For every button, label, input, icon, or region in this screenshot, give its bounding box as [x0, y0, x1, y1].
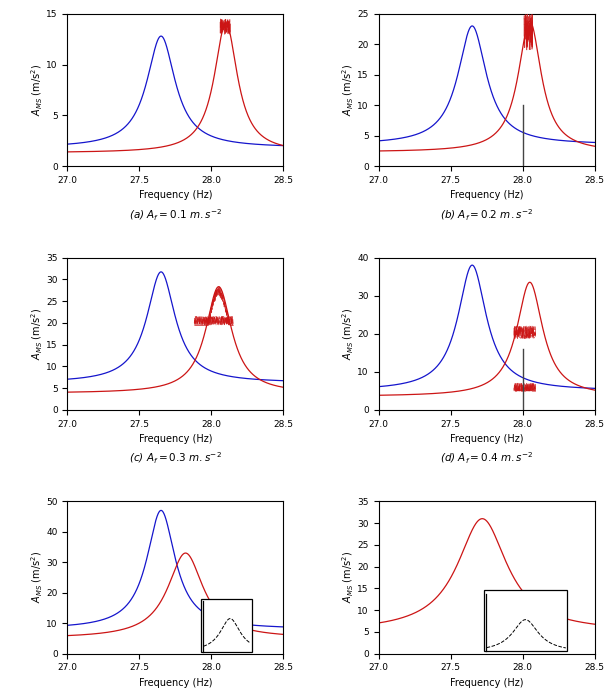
Title: (c) $A_f = 0.3\ m.s^{-2}$: (c) $A_f = 0.3\ m.s^{-2}$ [129, 451, 222, 466]
Y-axis label: $A_{MS}$ (m/s$^2$): $A_{MS}$ (m/s$^2$) [341, 308, 356, 360]
Y-axis label: $A_{MS}$ (m/s$^2$): $A_{MS}$ (m/s$^2$) [341, 551, 356, 603]
X-axis label: Frequency (Hz): Frequency (Hz) [450, 434, 524, 444]
Bar [202, 599, 252, 652]
Title: (b) $A_f = 0.2\ m.s^{-2}$: (b) $A_f = 0.2\ m.s^{-2}$ [440, 207, 533, 222]
Title: (a) $A_f = 0.1\ m.s^{-2}$: (a) $A_f = 0.1\ m.s^{-2}$ [129, 207, 223, 222]
Y-axis label: $A_{MS}$ (m/s$^2$): $A_{MS}$ (m/s$^2$) [29, 551, 45, 603]
X-axis label: Frequency (Hz): Frequency (Hz) [139, 678, 212, 688]
Y-axis label: $A_{MS}$ (m/s$^2$): $A_{MS}$ (m/s$^2$) [341, 64, 356, 116]
Bar [484, 590, 567, 652]
Title: (d) $A_f = 0.4\ m.s^{-2}$: (d) $A_f = 0.4\ m.s^{-2}$ [440, 451, 533, 466]
X-axis label: Frequency (Hz): Frequency (Hz) [450, 191, 524, 200]
Y-axis label: $A_{MS}$ (m/s$^2$): $A_{MS}$ (m/s$^2$) [29, 64, 45, 116]
X-axis label: Frequency (Hz): Frequency (Hz) [450, 678, 524, 688]
Y-axis label: $A_{MS}$ (m/s$^2$): $A_{MS}$ (m/s$^2$) [29, 308, 45, 360]
X-axis label: Frequency (Hz): Frequency (Hz) [139, 434, 212, 444]
X-axis label: Frequency (Hz): Frequency (Hz) [139, 191, 212, 200]
